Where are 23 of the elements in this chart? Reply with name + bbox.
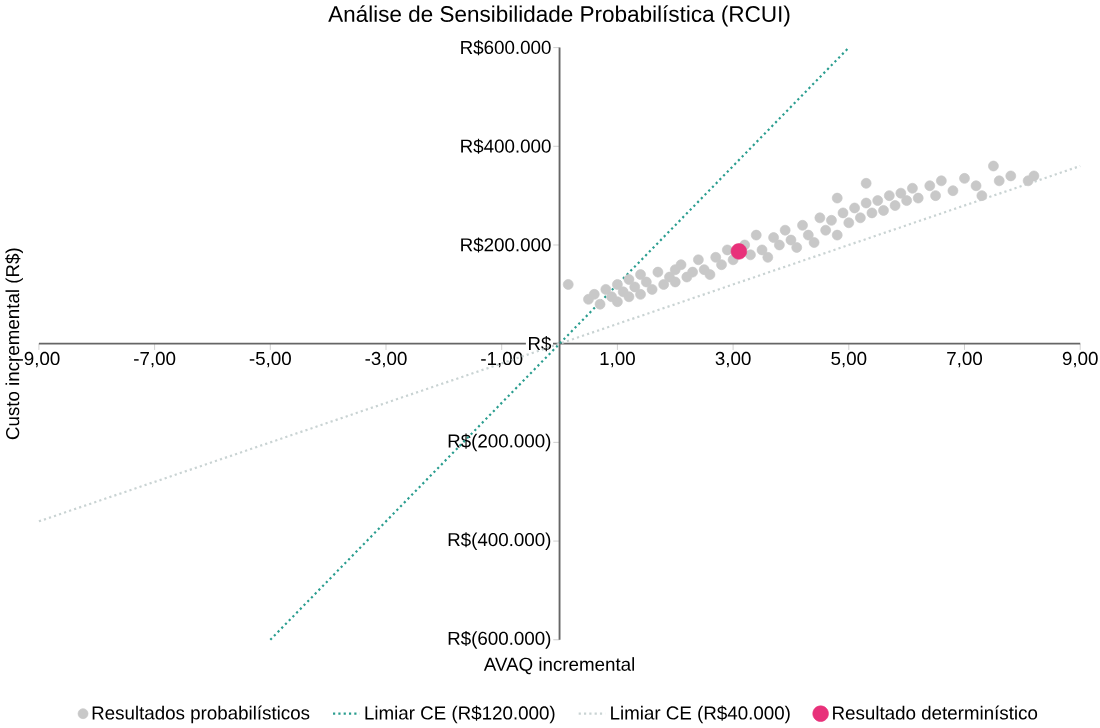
legend-label: Resultados probabilísticos [92,705,310,724]
x-tick-label: 9,00 [1062,351,1098,368]
x-tick-label: 7,00 [947,351,983,368]
x-tick-label: -1,00 [481,351,523,368]
chart-title: Análise de Sensibilidade Probabilística (RCUI) [328,5,790,27]
y-tick-label: R$200.000 [461,237,551,253]
x-tick-label: -3,00 [365,351,407,368]
x-tick-label: -9,00 [18,351,60,368]
y-tick-label: R$(400.000) [448,532,551,550]
y-tick-label: R$600.000 [461,39,551,56]
legend-label: Limiar CE (R$40.000) [611,705,790,724]
y-tick-label: R$(600.000) [448,630,551,649]
x-tick-label: 3,00 [715,351,751,368]
y-tick-label: R$ [529,336,552,352]
x-tick-label: 1,00 [600,351,635,368]
y-tick-label: R$400.000 [461,138,551,154]
x-tick-label: -7,00 [134,351,176,368]
x-axis-title: AVAQ incremental [483,657,635,675]
legend-label: Resultado determinístico [833,705,1038,720]
x-tick-label: 5,00 [831,351,867,368]
y-tick-label: R$(200.000) [448,433,551,452]
x-tick-label: -5,00 [249,351,291,368]
legend-label: Limiar CE (R$120.000) [365,705,555,724]
